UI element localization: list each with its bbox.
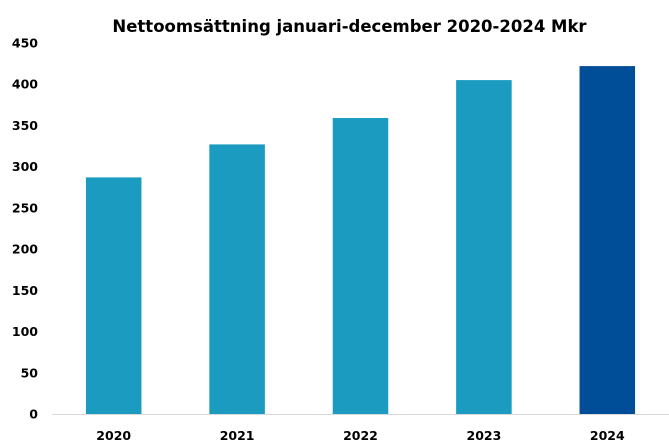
y-tick-label: 350	[12, 118, 38, 133]
y-tick-label: 100	[12, 324, 38, 339]
y-tick-label: 400	[12, 77, 38, 92]
y-tick-label: 50	[21, 365, 39, 380]
y-tick-label: 0	[29, 407, 38, 422]
y-tick-label: 200	[12, 242, 38, 257]
bars	[85, 66, 636, 414]
chart-title: Nettoomsättning januari-december 2020-20…	[112, 17, 587, 36]
y-tick-label: 450	[12, 36, 38, 51]
x-tick-label: 2020	[96, 428, 131, 443]
y-axis: 0 50 100 150 200 250 300 350 400 450	[12, 36, 38, 422]
y-tick-label: 300	[12, 159, 38, 174]
y-tick-label: 150	[12, 283, 38, 298]
x-tick-label: 2023	[467, 428, 502, 443]
bar-2021	[209, 144, 265, 414]
bar-2024	[579, 66, 636, 414]
x-axis: 2020 2021 2022 2023 2024	[96, 428, 625, 443]
bar-2022	[332, 118, 389, 414]
bar-2020	[85, 177, 142, 414]
x-tick-label: 2022	[343, 428, 378, 443]
x-tick-label: 2024	[590, 428, 625, 443]
bar-2023	[456, 80, 512, 414]
x-tick-label: 2021	[220, 428, 255, 443]
y-tick-label: 250	[12, 200, 38, 215]
